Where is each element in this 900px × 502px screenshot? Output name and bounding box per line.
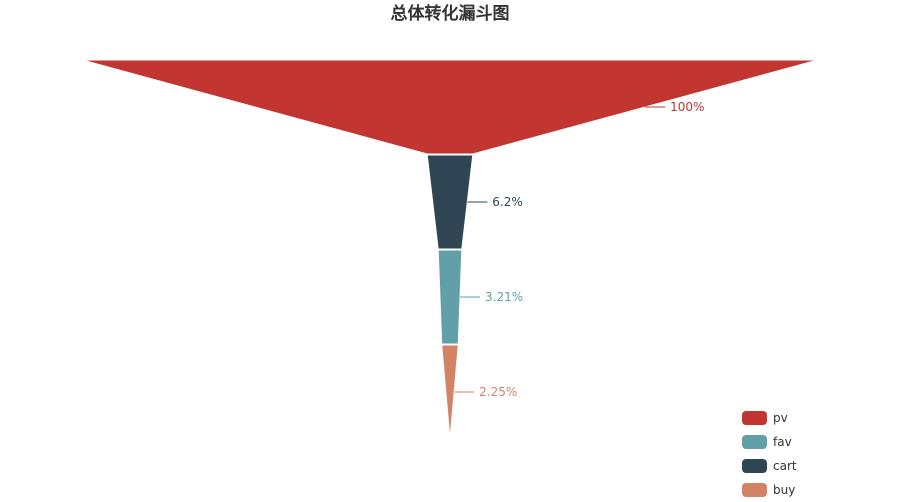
legend-label-pv: pv bbox=[773, 411, 788, 425]
funnel-value-label-buy: 2.25% bbox=[479, 385, 517, 399]
legend-item-pv[interactable]: pv bbox=[742, 406, 892, 430]
funnel-value-label-fav: 3.21% bbox=[485, 290, 523, 304]
funnel-segments bbox=[82, 59, 818, 440]
funnel-value-label-pv: 100% bbox=[670, 100, 704, 114]
legend-label-fav: fav bbox=[773, 435, 792, 449]
legend-swatch-fav bbox=[742, 435, 767, 449]
legend-item-buy[interactable]: buy bbox=[742, 478, 892, 502]
funnel-segment-pv[interactable] bbox=[82, 59, 818, 155]
legend-item-cart[interactable]: cart bbox=[742, 454, 892, 478]
funnel-labels: 100% 6.2% 3.21% 2.25% bbox=[454, 100, 704, 399]
legend-item-fav[interactable]: fav bbox=[742, 430, 892, 454]
legend-label-buy: buy bbox=[773, 483, 796, 497]
funnel-segment-cart[interactable] bbox=[426, 154, 474, 250]
funnel-segment-fav[interactable] bbox=[437, 249, 463, 345]
legend: pv fav cart buy bbox=[742, 406, 892, 502]
legend-swatch-pv bbox=[742, 411, 767, 425]
funnel-value-label-cart: 6.2% bbox=[492, 195, 523, 209]
legend-swatch-cart bbox=[742, 459, 767, 473]
chart-title: 总体转化漏斗图 bbox=[390, 4, 510, 24]
legend-swatch-buy bbox=[742, 483, 767, 497]
legend-label-cart: cart bbox=[773, 459, 797, 473]
